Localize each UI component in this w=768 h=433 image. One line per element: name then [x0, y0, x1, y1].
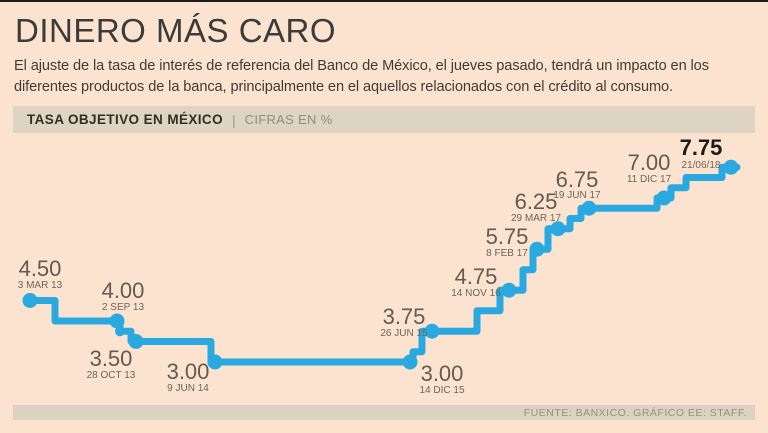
data-point-dot	[109, 313, 125, 329]
data-point-dot	[581, 200, 597, 216]
data-point-dot	[550, 221, 566, 237]
intro-text: El ajuste de la tasa de interés de refer…	[14, 58, 709, 96]
rate-chart-area: 4.50 3 MAR 13 4.00 2 SEP 13 3.50 28 OCT 13 3.0…	[0, 138, 768, 405]
data-point-value: 3.50	[90, 346, 133, 371]
data-point-date: 19 JUN 17	[553, 190, 601, 201]
data-point-date: 9 JUN 14	[167, 383, 209, 394]
source-text: FUENTE: BANXICO. GRÁFICO EE: STAFF.	[523, 406, 747, 419]
data-point-value: 3.00	[167, 359, 210, 384]
data-point-dot	[529, 241, 545, 257]
data-point-value: 3.75	[383, 304, 426, 329]
data-point-value: 7.00	[628, 150, 671, 175]
step-corner-marker	[115, 326, 125, 337]
data-point-date: 2 SEP 13	[102, 302, 145, 313]
section-header-bar: TASA OBJETIVO EN MÉXICO | CIFRAS EN %	[13, 106, 755, 133]
data-point-value: 6.75	[556, 167, 599, 192]
data-point-value: 3.00	[421, 361, 464, 386]
data-point-dot	[501, 282, 517, 298]
data-point-date: 3 MAR 13	[18, 280, 63, 291]
data-point-date: 11 DIC 17	[627, 174, 672, 185]
data-point-date: 14 DIC 15	[419, 385, 464, 396]
data-point-dot	[424, 323, 440, 339]
data-point-dot	[723, 159, 739, 175]
data-point-date: 8 FEB 17	[486, 248, 528, 259]
data-point-date: 29 MAR 17	[511, 213, 561, 224]
data-point-dot	[402, 354, 418, 370]
data-point-value: 4.75	[455, 264, 498, 289]
data-point-date: 26 JUN 15	[380, 328, 428, 339]
data-point-dot	[128, 334, 144, 349]
section-title: TASA OBJETIVO EN MÉXICO	[27, 112, 223, 127]
data-point-value: 7.75	[680, 138, 723, 160]
section-divider: |	[231, 111, 236, 128]
section-subtitle: CIFRAS EN %	[244, 112, 333, 127]
data-point-dot	[207, 354, 223, 370]
data-point-date: 14 NOV 16	[451, 288, 501, 299]
source-bar: FUENTE: BANXICO. GRÁFICO EE: STAFF.	[13, 405, 755, 420]
data-point-value: 6.25	[515, 189, 558, 214]
top-rule	[0, 0, 768, 2]
data-point-dot	[22, 293, 38, 308]
data-point-date: 21/06/18	[682, 160, 721, 171]
data-point-date: 28 OCT 13	[87, 370, 136, 381]
data-point-value: 5.75	[486, 224, 529, 249]
data-point-value: 4.50	[19, 256, 62, 281]
data-point-value: 4.00	[102, 278, 145, 303]
page-title: DINERO MÁS CARO	[15, 12, 337, 49]
data-point-dot	[656, 190, 672, 206]
